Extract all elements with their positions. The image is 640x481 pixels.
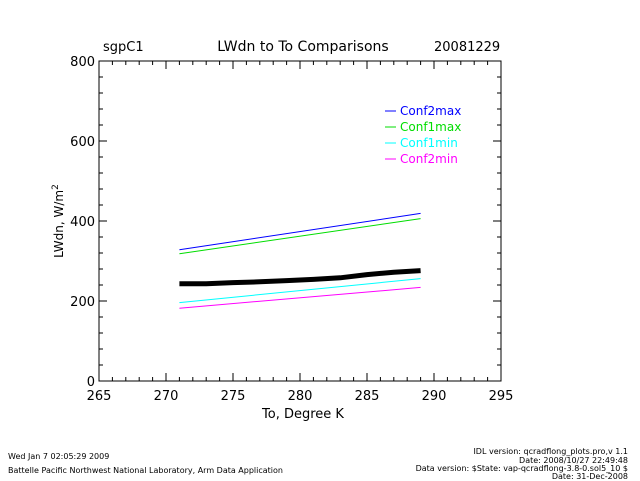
legend: Conf2max Conf1max Conf1min Conf2min bbox=[385, 104, 461, 166]
y-tick-label: 400 bbox=[70, 215, 95, 230]
site-label: sgpC1 bbox=[103, 40, 144, 55]
series-line-conf1max bbox=[179, 218, 421, 255]
series-line-conf1min bbox=[179, 278, 421, 304]
date-label: 20081229 bbox=[434, 40, 500, 55]
observed-data-line bbox=[179, 268, 421, 287]
y-axis-label-superscript: 2 bbox=[51, 184, 61, 190]
y-axis: 0 200 400 600 800 bbox=[70, 55, 501, 390]
footer-data-version: Data version: $State: vap-qcradflong-3.8… bbox=[415, 464, 628, 473]
chart-title: LWdn to To Comparisons bbox=[217, 39, 388, 55]
x-tick-label: 270 bbox=[154, 389, 179, 404]
footer-timestamp: Wed Jan 7 02:05:29 2009 bbox=[8, 452, 110, 461]
footer-organization: Battelle Pacific Northwest National Labo… bbox=[8, 466, 283, 475]
y-axis-label-main: LWdn, W/m bbox=[52, 190, 66, 258]
footer-idl-version: IDL version: qcradflong_plots.pro,v 1.1 bbox=[473, 447, 628, 456]
legend-label-conf1max: Conf1max bbox=[400, 120, 461, 134]
y-axis-label: LWdn, W/m2 bbox=[51, 184, 66, 258]
series-layer bbox=[179, 212, 421, 309]
y-tick-label: 800 bbox=[70, 55, 95, 70]
y-tick-label: 200 bbox=[70, 295, 95, 310]
x-tick-label: 265 bbox=[87, 389, 112, 404]
x-axis-label: To, Degree K bbox=[261, 407, 344, 422]
y-tick-label: 0 bbox=[87, 375, 95, 390]
x-tick-label: 295 bbox=[489, 389, 514, 404]
footer-idl-date: Date: 2008/10/27 22:49:48 bbox=[519, 456, 628, 465]
x-tick-label: 285 bbox=[355, 389, 380, 404]
x-axis: 265 270 275 280 285 290 295 bbox=[87, 61, 514, 404]
x-tick-label: 290 bbox=[422, 389, 447, 404]
series-line-conf2max bbox=[179, 212, 421, 251]
series-line-conf2min bbox=[179, 286, 421, 309]
x-tick-label: 280 bbox=[288, 389, 313, 404]
legend-label-conf2min: Conf2min bbox=[400, 152, 458, 166]
x-tick-label: 275 bbox=[221, 389, 246, 404]
legend-label-conf1min: Conf1min bbox=[400, 136, 458, 150]
footer-data-date: Date: 31-Dec-2008 bbox=[551, 472, 628, 481]
y-tick-label: 600 bbox=[70, 135, 95, 150]
legend-label-conf2max: Conf2max bbox=[400, 104, 461, 118]
